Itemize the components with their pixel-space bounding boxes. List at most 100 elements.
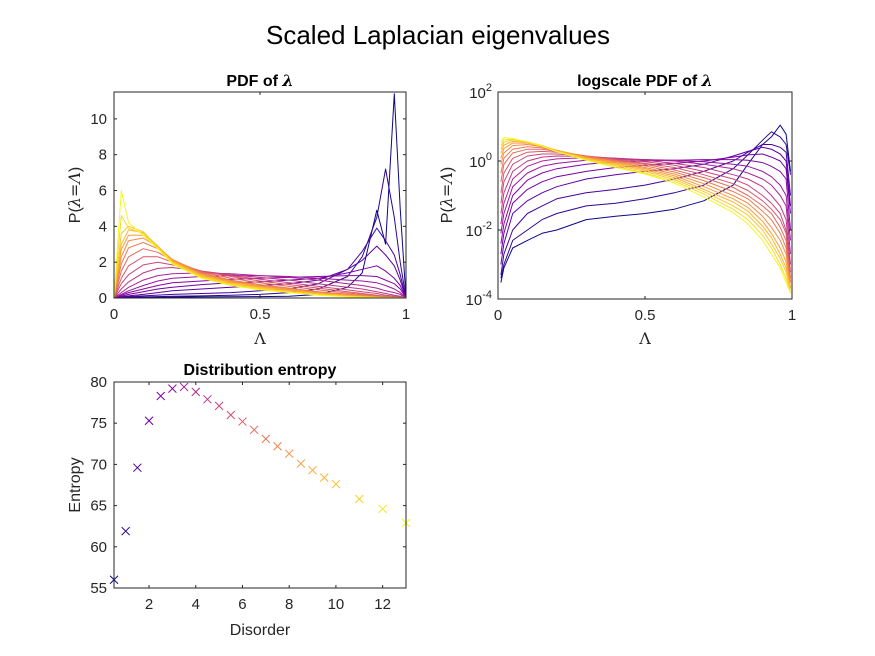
entropy-axes: Distribution entropy 2 4 6 8 10 12 55 60 65 70 75 8… — [67, 362, 411, 639]
pdf-series-line — [113, 272, 407, 299]
pdf-ytick-label: 8 — [99, 147, 107, 164]
pdf-title: PDF of λ — [226, 71, 293, 90]
entropy-markers-layer — [109, 382, 411, 585]
logpdf-series-line — [500, 153, 791, 255]
entropy-point-marker — [296, 459, 306, 468]
logpdf-series-line — [500, 146, 791, 283]
pdf-series-layer — [113, 93, 407, 299]
entropy-point-marker — [144, 416, 154, 426]
pdf-ytick-label: 0 — [99, 290, 107, 307]
logpdf-ytick-label: 100 — [469, 151, 492, 171]
logpdf-ytick-base: 10 — [469, 154, 486, 171]
pdf-xtick-label: 0 — [110, 306, 118, 323]
pdf-ytick-label: 6 — [99, 183, 107, 200]
logpdf-series-line — [500, 148, 791, 283]
entropy-title: Distribution entropy — [184, 362, 337, 379]
pdf-xtick-label: 1 — [402, 306, 410, 323]
logpdf-ytick-label: 10-2 — [466, 220, 492, 240]
entropy-ytick-label: 65 — [90, 498, 107, 515]
entropy-point-marker — [191, 387, 201, 397]
entropy-point-marker — [261, 434, 271, 444]
pdf-series-line — [113, 261, 407, 299]
entropy-ytick-label: 55 — [90, 580, 107, 597]
entropy-xtick-label: 8 — [285, 596, 293, 613]
entropy-ytick-label: 75 — [90, 415, 107, 432]
entropy-point-marker — [133, 463, 142, 473]
logpdf-series-line — [500, 131, 791, 279]
entropy-xlabel: Disorder — [230, 622, 291, 639]
pdf-ytick-label: 10 — [90, 111, 107, 128]
pdf-ytick-label: 4 — [99, 218, 107, 235]
entropy-point-marker — [121, 526, 131, 536]
entropy-ytick-label: 70 — [90, 456, 107, 473]
logpdf-ytick-label: 102 — [469, 82, 492, 102]
entropy-ytick-label: 80 — [90, 374, 107, 391]
logpdf-axes-box — [497, 91, 793, 300]
logpdf-series-line — [500, 142, 791, 289]
entropy-ytick-label: 60 — [90, 539, 107, 556]
pdf-series-line — [113, 168, 407, 299]
logpdf-title: logscale PDF of λ — [577, 71, 713, 90]
logpdf-series-layer — [500, 124, 791, 294]
entropy-point-marker — [179, 382, 189, 392]
entropy-point-marker — [354, 494, 364, 504]
pdf-series-line — [113, 267, 407, 299]
logpdf-xtick-label: 0.5 — [635, 307, 656, 324]
entropy-tick-layer: 2 4 6 8 10 12 55 60 65 70 75 80 — [90, 374, 406, 613]
entropy-point-marker — [319, 473, 329, 482]
pdf-ytick-label: 2 — [99, 254, 107, 271]
logpdf-series-line — [500, 150, 791, 279]
entropy-point-marker — [168, 384, 177, 393]
pdf-xtick-label: 0.5 — [250, 306, 271, 323]
logpdf-xtick-label: 0 — [494, 307, 502, 324]
pdf-axes-box — [113, 91, 407, 299]
entropy-point-marker — [203, 394, 212, 404]
logpdf-ytick-exp: 2 — [486, 82, 492, 94]
entropy-point-marker — [226, 410, 236, 420]
logpdf-series-line — [500, 153, 791, 273]
logpdf-ytick-base: 10 — [469, 85, 486, 102]
entropy-point-marker — [284, 449, 294, 459]
logpdf-series-line — [500, 144, 791, 275]
entropy-xtick-label: 12 — [374, 596, 391, 613]
logpdf-series-line — [500, 155, 791, 265]
logpdf-series-line — [500, 139, 791, 294]
logpdf-ytick-base: 10 — [466, 292, 483, 309]
entropy-xtick-label: 6 — [238, 596, 246, 613]
entropy-point-marker — [238, 417, 247, 426]
logpdf-series-line — [500, 157, 791, 255]
logpdf-ytick-exp: 0 — [486, 151, 492, 163]
entropy-point-marker — [273, 441, 282, 451]
entropy-point-marker — [156, 391, 166, 401]
entropy-xtick-label: 10 — [328, 596, 345, 613]
logpdf-xlabel: Λ — [638, 329, 651, 348]
logpdf-xtick-label: 1 — [788, 307, 796, 324]
logpdf-ytick-label: 10-4 — [466, 289, 492, 309]
entropy-ylabel: Entropy — [67, 457, 84, 512]
entropy-xtick-label: 4 — [192, 596, 200, 613]
entropy-point-marker — [308, 465, 317, 475]
pdf-series-line — [113, 93, 407, 299]
pdf-ylabel: P(λ=Λ) — [65, 167, 84, 223]
logpdf-ytick-exp: -2 — [482, 220, 492, 232]
logpdf-series-line — [500, 144, 791, 289]
pdf-xlabel: Λ — [253, 329, 266, 348]
entropy-axes-box — [113, 381, 407, 589]
entropy-xtick-label: 2 — [145, 596, 153, 613]
entropy-point-marker — [249, 425, 259, 435]
pdf-series-line — [113, 275, 407, 299]
figure-title: Scaled Laplacian eigenvalues — [266, 20, 610, 50]
logpdf-series-line — [500, 137, 791, 294]
entropy-point-marker — [214, 401, 224, 411]
entropy-point-marker — [378, 504, 387, 514]
logpdf-ytick-base: 10 — [466, 223, 483, 240]
logpdf-series-line — [500, 159, 791, 244]
entropy-point-marker — [331, 479, 341, 489]
logpdf-ytick-exp: -4 — [482, 289, 492, 301]
logpdf-ylabel: P(λ=Λ) — [437, 167, 456, 223]
